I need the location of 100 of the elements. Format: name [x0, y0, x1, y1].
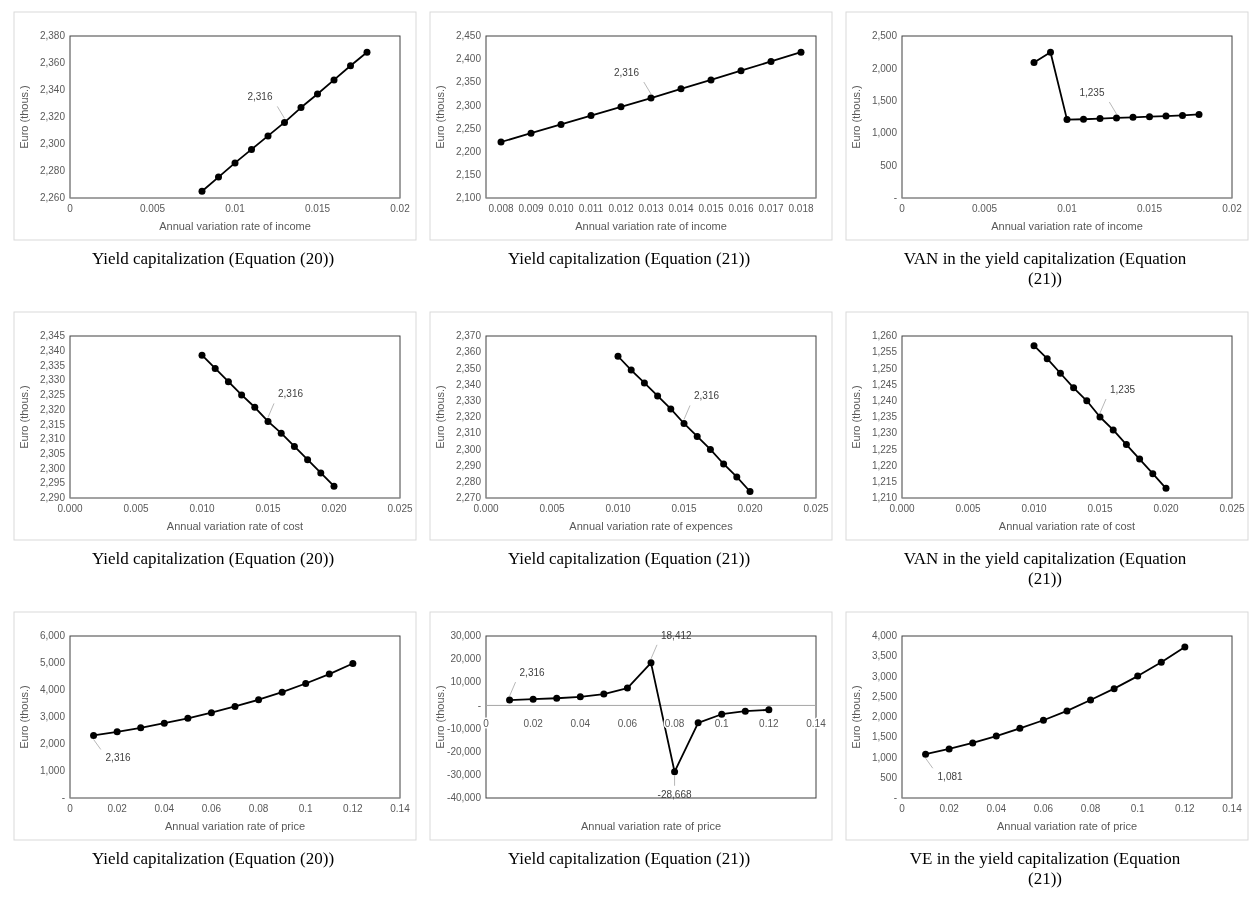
- y-tick-label: 2,310: [39, 433, 66, 445]
- annotation: 2,316: [247, 91, 273, 103]
- point: [302, 680, 310, 688]
- point: [1047, 48, 1054, 56]
- y-tick-label: 2,320: [39, 111, 66, 123]
- y-tick-label: -: [477, 699, 481, 711]
- point: [160, 719, 168, 727]
- y-tick-label: 2,350: [455, 362, 482, 374]
- text: Yield capitalization (Equation (20)): [91, 249, 335, 268]
- x-tick-label: 0: [899, 803, 906, 814]
- point: [1096, 413, 1104, 421]
- y-tick-label: 2,330: [39, 374, 66, 386]
- y-tick-label: 10,000: [450, 676, 482, 688]
- point: [654, 392, 662, 400]
- x-axis-title: Annual variation rate of price: [996, 820, 1138, 832]
- annotation: 2,316: [694, 390, 720, 402]
- y-tick-label: 2,280: [39, 165, 66, 177]
- x-axis-title: Annual variation rate of income: [159, 220, 311, 232]
- y-tick-label: 2,320: [39, 403, 66, 415]
- point: [627, 366, 635, 374]
- point: [797, 48, 805, 56]
- x-tick-label: 0.020: [321, 503, 347, 514]
- x-tick-label: 0.025: [803, 503, 829, 514]
- x-tick-label: 0.04: [570, 718, 591, 730]
- point: [945, 745, 953, 753]
- annotation: 1,235: [1110, 384, 1136, 395]
- x-tick-label: 0.015: [255, 503, 281, 514]
- point: [231, 159, 239, 167]
- point: [113, 728, 121, 736]
- point: [1157, 658, 1165, 666]
- y-tick-label: 1,000: [871, 127, 898, 139]
- point: [647, 94, 655, 102]
- text: VAN in the yield capitalization (Equation (21)): [903, 249, 1187, 288]
- y-tick-label: 1,500: [871, 731, 898, 743]
- point: [553, 694, 561, 702]
- y-tick-label: 500: [880, 159, 898, 171]
- y-axis-title: Euro (thous.): [18, 85, 30, 149]
- x-tick-label: 0.008: [488, 203, 514, 214]
- y-tick-label: 1,250: [871, 362, 898, 374]
- y-tick-label: -30,000: [447, 769, 482, 781]
- x-tick-label: 0.015: [304, 203, 331, 214]
- y-tick-label: -: [893, 792, 897, 804]
- text: Yield capitalization (Equation (21)): [507, 849, 751, 868]
- y-tick-label: 2,360: [39, 57, 66, 69]
- x-tick-label: 0.1: [298, 803, 314, 814]
- point: [330, 76, 338, 84]
- x-tick-label: 0.08: [664, 718, 685, 730]
- annotation: 1,081: [937, 771, 964, 783]
- point: [184, 714, 192, 722]
- y-tick-label: 1,500: [871, 95, 898, 106]
- x-tick-label: 0: [899, 203, 906, 214]
- x-tick-label: 0.025: [1219, 503, 1245, 514]
- point: [497, 138, 505, 146]
- y-tick-label: 30,000: [450, 630, 482, 642]
- y-tick-label: 2,300: [39, 462, 66, 474]
- x-tick-label: 0.12: [1175, 803, 1196, 814]
- point: [1016, 724, 1024, 732]
- x-tick-label: 0.015: [1136, 203, 1163, 214]
- point: [325, 670, 333, 678]
- point: [767, 57, 775, 65]
- point: [347, 62, 354, 70]
- y-tick-label: 2,330: [455, 395, 482, 406]
- x-tick-label: 0.000: [57, 503, 83, 514]
- point: [527, 129, 535, 137]
- point: [278, 688, 286, 696]
- y-tick-label: 2,310: [455, 427, 482, 439]
- x-tick-label: 0.01: [1057, 203, 1078, 214]
- x-tick-label: 0.013: [638, 203, 664, 214]
- x-axis-title: Annual variation rate of cost: [998, 520, 1136, 532]
- x-tick-label: 0.005: [971, 203, 998, 214]
- x-axis-title: Annual variation rate of price: [580, 820, 722, 832]
- point: [317, 469, 325, 477]
- y-tick-label: 2,360: [455, 346, 482, 358]
- point: [969, 739, 977, 747]
- point: [1063, 116, 1071, 124]
- point: [1070, 384, 1078, 392]
- point: [1146, 113, 1153, 121]
- point: [694, 719, 702, 727]
- x-tick-label: 0.08: [1080, 803, 1101, 814]
- y-tick-label: -: [61, 792, 65, 804]
- x-tick-label: 0.020: [1153, 503, 1179, 514]
- y-tick-label: 2,000: [39, 738, 66, 750]
- point: [1195, 110, 1203, 118]
- y-tick-label: 2,380: [39, 30, 66, 42]
- y-tick-label: 2,325: [39, 389, 66, 401]
- y-tick-label: 2,320: [455, 411, 482, 423]
- y-tick-label: 1,260: [871, 330, 898, 342]
- point: [1122, 441, 1130, 449]
- x-tick-label: 0.010: [189, 503, 215, 514]
- y-tick-label: -20,000: [447, 745, 482, 757]
- point: [1030, 342, 1038, 350]
- point: [264, 132, 272, 140]
- point: [330, 482, 338, 490]
- x-axis-title: Annual variation rate of expences: [569, 520, 734, 532]
- y-tick-label: 2,270: [455, 492, 482, 504]
- x-tick-label: 0.000: [889, 503, 915, 514]
- point: [1136, 455, 1144, 463]
- x-tick-label: 0.005: [139, 203, 166, 214]
- y-tick-label: 1,245: [871, 378, 898, 390]
- y-axis-title: Euro (thous.): [434, 85, 446, 149]
